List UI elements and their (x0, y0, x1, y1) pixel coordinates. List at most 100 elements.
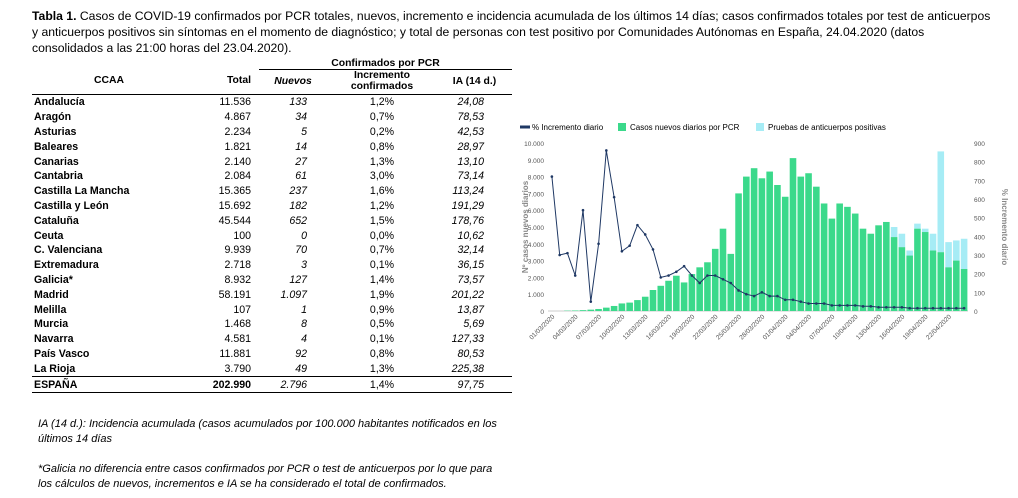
cell-nuevos: 1 (301, 303, 307, 316)
cell-ccaa: Castilla y León (34, 199, 109, 212)
y2-tick-label: 200 (974, 272, 985, 279)
bar-pcr (750, 168, 758, 311)
incremento-point (892, 305, 896, 309)
table-row: Baleares 1.821 14 0,8% 28,97 (32, 139, 512, 154)
bar-pcr (743, 176, 750, 311)
cell-total: 4.581 (224, 333, 251, 346)
cell-ia: 80,53 (457, 347, 484, 360)
incremento-point (706, 274, 709, 277)
incremento-point (682, 264, 686, 268)
bar-pcr (634, 300, 641, 311)
incremento-point (830, 304, 834, 307)
cell-ia: 225,38 (451, 362, 484, 375)
header-ccaa: CCAA (32, 69, 186, 95)
caption-label: Tabla 1. (32, 9, 77, 23)
y-tick-label: 7.000 (528, 191, 545, 198)
cell-nuevos: 652 (289, 214, 307, 227)
incremento-point (916, 306, 919, 310)
y-tick-label: 8.000 (528, 175, 545, 182)
incremento-point (783, 298, 787, 302)
y2-tick-label: 500 (974, 216, 985, 223)
table-row: Murcia 1.468 8 0,5% 5,69 (32, 317, 512, 332)
table-body: Andalucía 11.536 133 1,2% 24,08 Aragón 4.867 34… (32, 95, 512, 393)
cell-total: 1.468 (224, 318, 251, 331)
incremento-point (573, 274, 577, 277)
bar-pcr (937, 252, 945, 311)
bar-pcr (641, 296, 649, 311)
cell-nuevos: 133 (289, 96, 307, 109)
incremento-point (752, 294, 756, 298)
ccaa-table: Confirmados por PCR CCAA Total Nuevos In… (32, 58, 512, 393)
y2-tick-label: 900 (974, 141, 985, 148)
y2-tick-label: 700 (974, 178, 985, 185)
bar-pcr (610, 305, 618, 311)
bar-pcr (789, 158, 797, 311)
cell-nuevos: 70 (295, 244, 307, 257)
incremento-point (776, 294, 779, 298)
cell-ccaa: La Rioja (34, 362, 76, 375)
incremento-point (675, 270, 678, 274)
cell-ia: 113,24 (452, 185, 484, 198)
bar-pcr (618, 303, 626, 311)
cell-ccaa: Navarra (34, 333, 74, 346)
table-row: Andalucía 11.536 133 1,2% 24,08 (32, 95, 512, 110)
cell-ia: 201,22 (451, 288, 484, 301)
incremento-point (643, 233, 647, 236)
incremento-point (799, 300, 803, 303)
cell-ia: 13,10 (457, 155, 484, 168)
bar-pcr (766, 171, 773, 311)
incremento-point (885, 305, 888, 309)
cell-total: 1.821 (224, 140, 251, 153)
ccaa-table-wrapper: Confirmados por PCR CCAA Total Nuevos In… (32, 58, 512, 393)
note-galicia: *Galicia no diferencia entre casos confi… (38, 463, 493, 490)
cell-nuevos: 61 (295, 170, 307, 183)
bar-pcr (898, 247, 906, 311)
bar-pcr (906, 255, 913, 311)
incremento-point (690, 274, 694, 277)
bar-pcr (820, 203, 828, 311)
bar-pcr (929, 250, 937, 311)
cell-incremento: 0,1% (369, 333, 395, 346)
bar-pcr (805, 173, 812, 311)
bar-anticuerpos (945, 242, 952, 268)
total-cell-ccaa: ESPAÑA (32, 376, 186, 393)
cell-incremento: 1,5% (369, 214, 395, 227)
cell-nuevos: 127 (289, 273, 307, 286)
table-row: Madrid 58.191 1.097 1,9% 201,22 (32, 287, 512, 302)
note-ia: IA (14 d.): Incidencia acumulada (casos … (38, 418, 497, 445)
incremento-point (908, 306, 911, 310)
bar-pcr (953, 260, 960, 311)
cell-ccaa: Asturias (34, 125, 77, 138)
cell-nuevos: 1.097 (280, 288, 307, 301)
incremento-point (597, 242, 600, 246)
incremento-point (550, 175, 554, 178)
table-row: Aragón 4.867 34 0,7% 78,53 (32, 110, 512, 125)
cell-nuevos: 4 (301, 333, 307, 346)
bar-anticuerpos (906, 250, 913, 256)
group-header: Confirmados por PCR (259, 58, 512, 70)
bar-anticuerpos (914, 223, 921, 229)
incremento-point (768, 294, 771, 298)
y2-tick-label: 400 (974, 234, 985, 241)
x-tick-label: 22/04/2020 (925, 313, 953, 341)
incremento-point (822, 302, 826, 305)
legend-swatch-2 (756, 123, 764, 131)
cell-total: 15.365 (218, 185, 251, 198)
incremento-point (931, 306, 935, 310)
cell-nuevos: 3 (301, 259, 307, 272)
y2-tick-label: 800 (974, 160, 985, 167)
cell-total: 11.536 (219, 96, 251, 109)
table-row: Extremadura 2.718 3 0,1% 36,15 (32, 258, 512, 273)
incremento-point (760, 291, 764, 294)
bar-pcr (719, 228, 727, 311)
table-row: Navarra 4.581 4 0,1% 127,33 (32, 332, 512, 347)
cell-ia: 5,69 (463, 318, 484, 331)
total-cell-incremento: 1,4% (327, 376, 437, 393)
cell-incremento: 0,8% (369, 140, 395, 153)
bar-pcr (587, 309, 595, 311)
y-tick-label: 1.000 (528, 292, 545, 299)
table-row: Castilla y León 15.692 182 1,2% 191,29 (32, 199, 512, 214)
cell-ia: 36,15 (457, 259, 484, 272)
incremento-point (737, 289, 740, 292)
incremento-point (947, 306, 950, 310)
